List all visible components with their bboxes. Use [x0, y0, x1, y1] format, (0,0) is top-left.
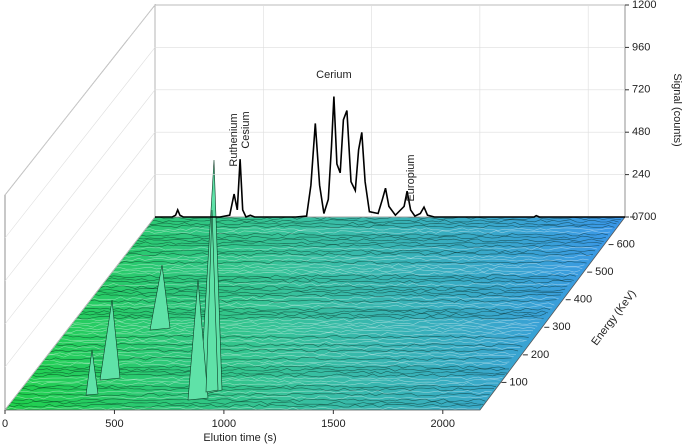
grid-line [4, 47, 156, 239]
annotation: Cesium [240, 111, 252, 148]
surface-line [53, 343, 523, 347]
surface-line [51, 346, 521, 350]
surface-line [62, 332, 531, 336]
surface-line [111, 268, 581, 273]
surface-line [15, 392, 490, 397]
surface-line [45, 354, 514, 358]
z-axis-label: Energy (KeV) [589, 288, 638, 348]
z-tick-label: 400 [574, 294, 592, 306]
surface-line [118, 260, 587, 265]
x-tick-label: 1000 [212, 418, 236, 430]
y-tick-label: 720 [632, 84, 650, 96]
surface-line [60, 334, 529, 339]
x-axis-label: Elution time (s) [203, 432, 276, 444]
surface-line [120, 257, 589, 262]
surface-line [58, 337, 527, 342]
surface-line [152, 217, 621, 221]
surface-line [122, 255, 591, 259]
grid-line [4, 89, 156, 282]
surface-line [47, 351, 516, 356]
surface-line [143, 227, 613, 232]
surface-line [146, 224, 615, 229]
surface-line [109, 271, 579, 276]
surface-line [133, 241, 602, 245]
surface-line [6, 403, 482, 408]
grid-line [4, 132, 156, 325]
x-tick-label: 2000 [431, 418, 455, 430]
annotation: Europium [405, 154, 417, 201]
z-tick-label: 300 [552, 321, 570, 333]
back-wall [154, 4, 626, 218]
surface-line [128, 246, 598, 251]
x-tick-label: 1500 [321, 418, 345, 430]
y-tick-label: 240 [632, 169, 650, 181]
surface-line [68, 323, 538, 328]
surface-line [11, 398, 486, 403]
grid-line [4, 216, 156, 411]
signal-trace [155, 96, 625, 219]
y-tick-label: 480 [632, 126, 650, 138]
surface-line [13, 395, 488, 400]
surface-line [113, 266, 583, 270]
surface-line [71, 321, 540, 325]
x-tick-label: 500 [105, 418, 123, 430]
surface-line [103, 279, 572, 284]
z-tick-label: 200 [531, 349, 549, 361]
surface-line [94, 290, 564, 295]
surface-line [49, 348, 519, 353]
axes: 0 500 1000 1500 2000 0 240 480 720 960 1200 100 200 3… [2, 0, 657, 430]
surface-line [77, 312, 547, 317]
surface-line [124, 252, 594, 256]
surface-line [56, 340, 525, 345]
grid-line [4, 4, 156, 196]
y-tick-label: 0 [632, 211, 638, 223]
surface-line [8, 401, 484, 405]
surface [4, 159, 626, 411]
surface-line [26, 379, 501, 383]
surface-line [98, 285, 568, 289]
x-tick-label: 0 [2, 418, 8, 430]
grid-line [4, 174, 156, 368]
surface-line [101, 282, 570, 287]
surface-line [66, 326, 536, 331]
surface-fill [5, 217, 625, 410]
surface-line [107, 274, 576, 278]
surface-line [135, 238, 604, 243]
front-peaks [85, 159, 223, 401]
z-tick-label: 600 [617, 238, 635, 250]
surface-line [116, 263, 585, 267]
surface-line [64, 329, 534, 334]
surface-line [131, 244, 600, 248]
surface-line [150, 219, 619, 223]
surface-line [75, 315, 544, 320]
surface-line [148, 221, 617, 226]
surface-line [23, 381, 499, 386]
annotation: Cerium [316, 69, 351, 81]
surface-line [5, 406, 480, 410]
y-axis-label: Signal (counts) [671, 73, 683, 146]
z-tick-label: 100 [509, 376, 527, 388]
z-tick-label: 500 [595, 266, 613, 278]
annotation: Ruthenium [228, 113, 240, 166]
y-tick-label: 1200 [632, 0, 656, 11]
surface-line [126, 249, 596, 254]
surface-line [105, 277, 574, 281]
y-tick-label: 960 [632, 41, 650, 53]
surface-line [96, 288, 566, 292]
surface-line [73, 318, 542, 323]
z-tick-label: 700 [638, 211, 656, 223]
